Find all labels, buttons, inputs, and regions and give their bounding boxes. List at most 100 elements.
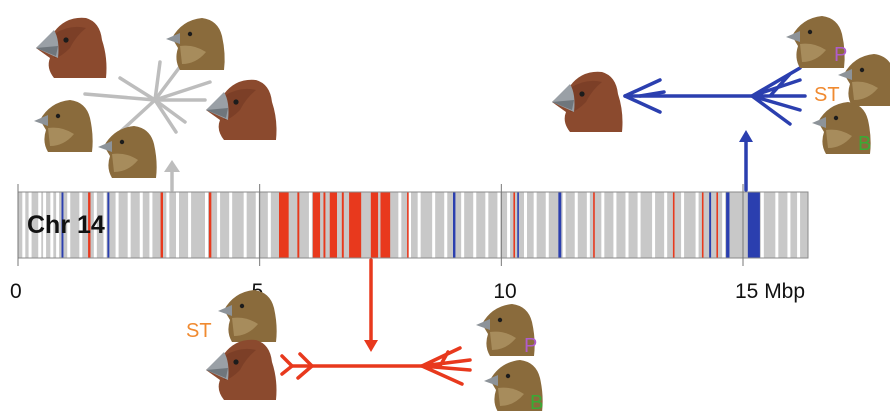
red-band: [701, 192, 704, 258]
white-band: [176, 192, 179, 258]
red-tree-labels: ST P B: [186, 320, 543, 414]
label-b-blue: B: [858, 133, 871, 155]
white-band: [408, 192, 411, 258]
label-st-red: ST: [186, 320, 212, 342]
white-band: [637, 192, 641, 258]
blue-band: [453, 192, 456, 258]
red-band: [380, 192, 391, 258]
white-band: [461, 192, 465, 258]
white-band: [67, 192, 71, 258]
chromosome-bar: Chr 14: [17, 191, 809, 259]
white-band: [50, 192, 54, 258]
white-band: [473, 192, 477, 258]
white-band: [545, 192, 549, 258]
red-band: [329, 192, 337, 258]
white-band: [103, 192, 107, 258]
white-band: [497, 192, 501, 258]
white-bands: [22, 192, 801, 258]
white-band: [432, 192, 436, 258]
axis-tick-label: 15 Mbp: [735, 280, 805, 303]
white-band: [613, 192, 617, 258]
white-band: [188, 192, 192, 258]
large-beak-finch-icon: [206, 79, 277, 140]
blue-tree-labels: P ST B: [814, 44, 871, 155]
white-band: [681, 192, 685, 258]
blue-band: [709, 192, 712, 258]
white-band: [444, 192, 448, 258]
axis-tick-label: 10: [493, 280, 516, 303]
axis-tick-label: 0: [10, 280, 22, 303]
white-band: [625, 192, 629, 258]
white-band: [664, 192, 668, 258]
gray-tree-arrow-head: [164, 160, 180, 172]
red-tree: [280, 258, 472, 386]
label-st-blue: ST: [814, 84, 840, 106]
label-b-red: B: [530, 392, 543, 411]
white-band: [533, 192, 537, 258]
blue-band: [747, 192, 760, 258]
red-band: [323, 192, 326, 258]
white-band: [93, 192, 97, 258]
white-band: [485, 192, 489, 258]
red-bands: [88, 192, 719, 258]
white-band: [586, 192, 590, 258]
white-band: [797, 192, 801, 258]
blue-tree: [623, 66, 807, 192]
blue-band: [517, 192, 519, 258]
white-band: [22, 192, 26, 258]
white-band: [760, 192, 764, 258]
blue-tree-arrow-head: [739, 130, 753, 142]
red-band: [716, 192, 719, 258]
white-band: [229, 192, 233, 258]
label-p-blue: P: [834, 44, 847, 66]
white-band: [79, 192, 83, 258]
white-band: [267, 192, 271, 258]
red-band: [407, 192, 409, 258]
white-band: [28, 192, 32, 258]
white-band: [787, 192, 791, 258]
white-band: [255, 192, 259, 258]
large-beak-finch-icon: [36, 17, 107, 78]
red-band: [279, 192, 289, 258]
red-band: [208, 192, 212, 258]
small-beak-finch-icon: [166, 18, 225, 70]
red-band: [513, 192, 516, 258]
small-beak-finch-icon: [34, 100, 93, 152]
red-band: [88, 192, 91, 258]
white-band: [652, 192, 656, 258]
white-band: [43, 192, 47, 258]
red-band: [593, 192, 595, 258]
red-band: [349, 192, 362, 258]
white-band: [149, 192, 153, 258]
blue-band: [107, 192, 110, 258]
chromosome-label: Chr 14: [27, 211, 105, 239]
blue-bands: [61, 192, 760, 258]
white-band: [524, 192, 527, 258]
red-band: [160, 192, 163, 258]
white-band: [695, 192, 699, 258]
white-band: [722, 192, 726, 258]
small-beak-finch-icon: [98, 126, 157, 178]
white-band: [417, 192, 421, 258]
white-band: [775, 192, 779, 258]
red-tree-birds: [206, 290, 543, 412]
white-band: [562, 192, 566, 258]
red-band: [370, 192, 379, 258]
label-p-red: P: [524, 335, 537, 357]
blue-band: [558, 192, 562, 258]
white-band: [574, 192, 578, 258]
blue-band: [726, 192, 730, 258]
white-band: [308, 192, 312, 258]
large-beak-finch-icon: [552, 71, 623, 132]
blue-band: [61, 192, 64, 258]
white-band: [127, 192, 131, 258]
red-band: [297, 192, 300, 258]
white-band: [205, 192, 208, 258]
white-band: [56, 192, 60, 258]
large-beak-finch-icon: [206, 339, 277, 400]
red-band: [672, 192, 675, 258]
white-band: [507, 192, 511, 258]
white-band: [398, 192, 402, 258]
